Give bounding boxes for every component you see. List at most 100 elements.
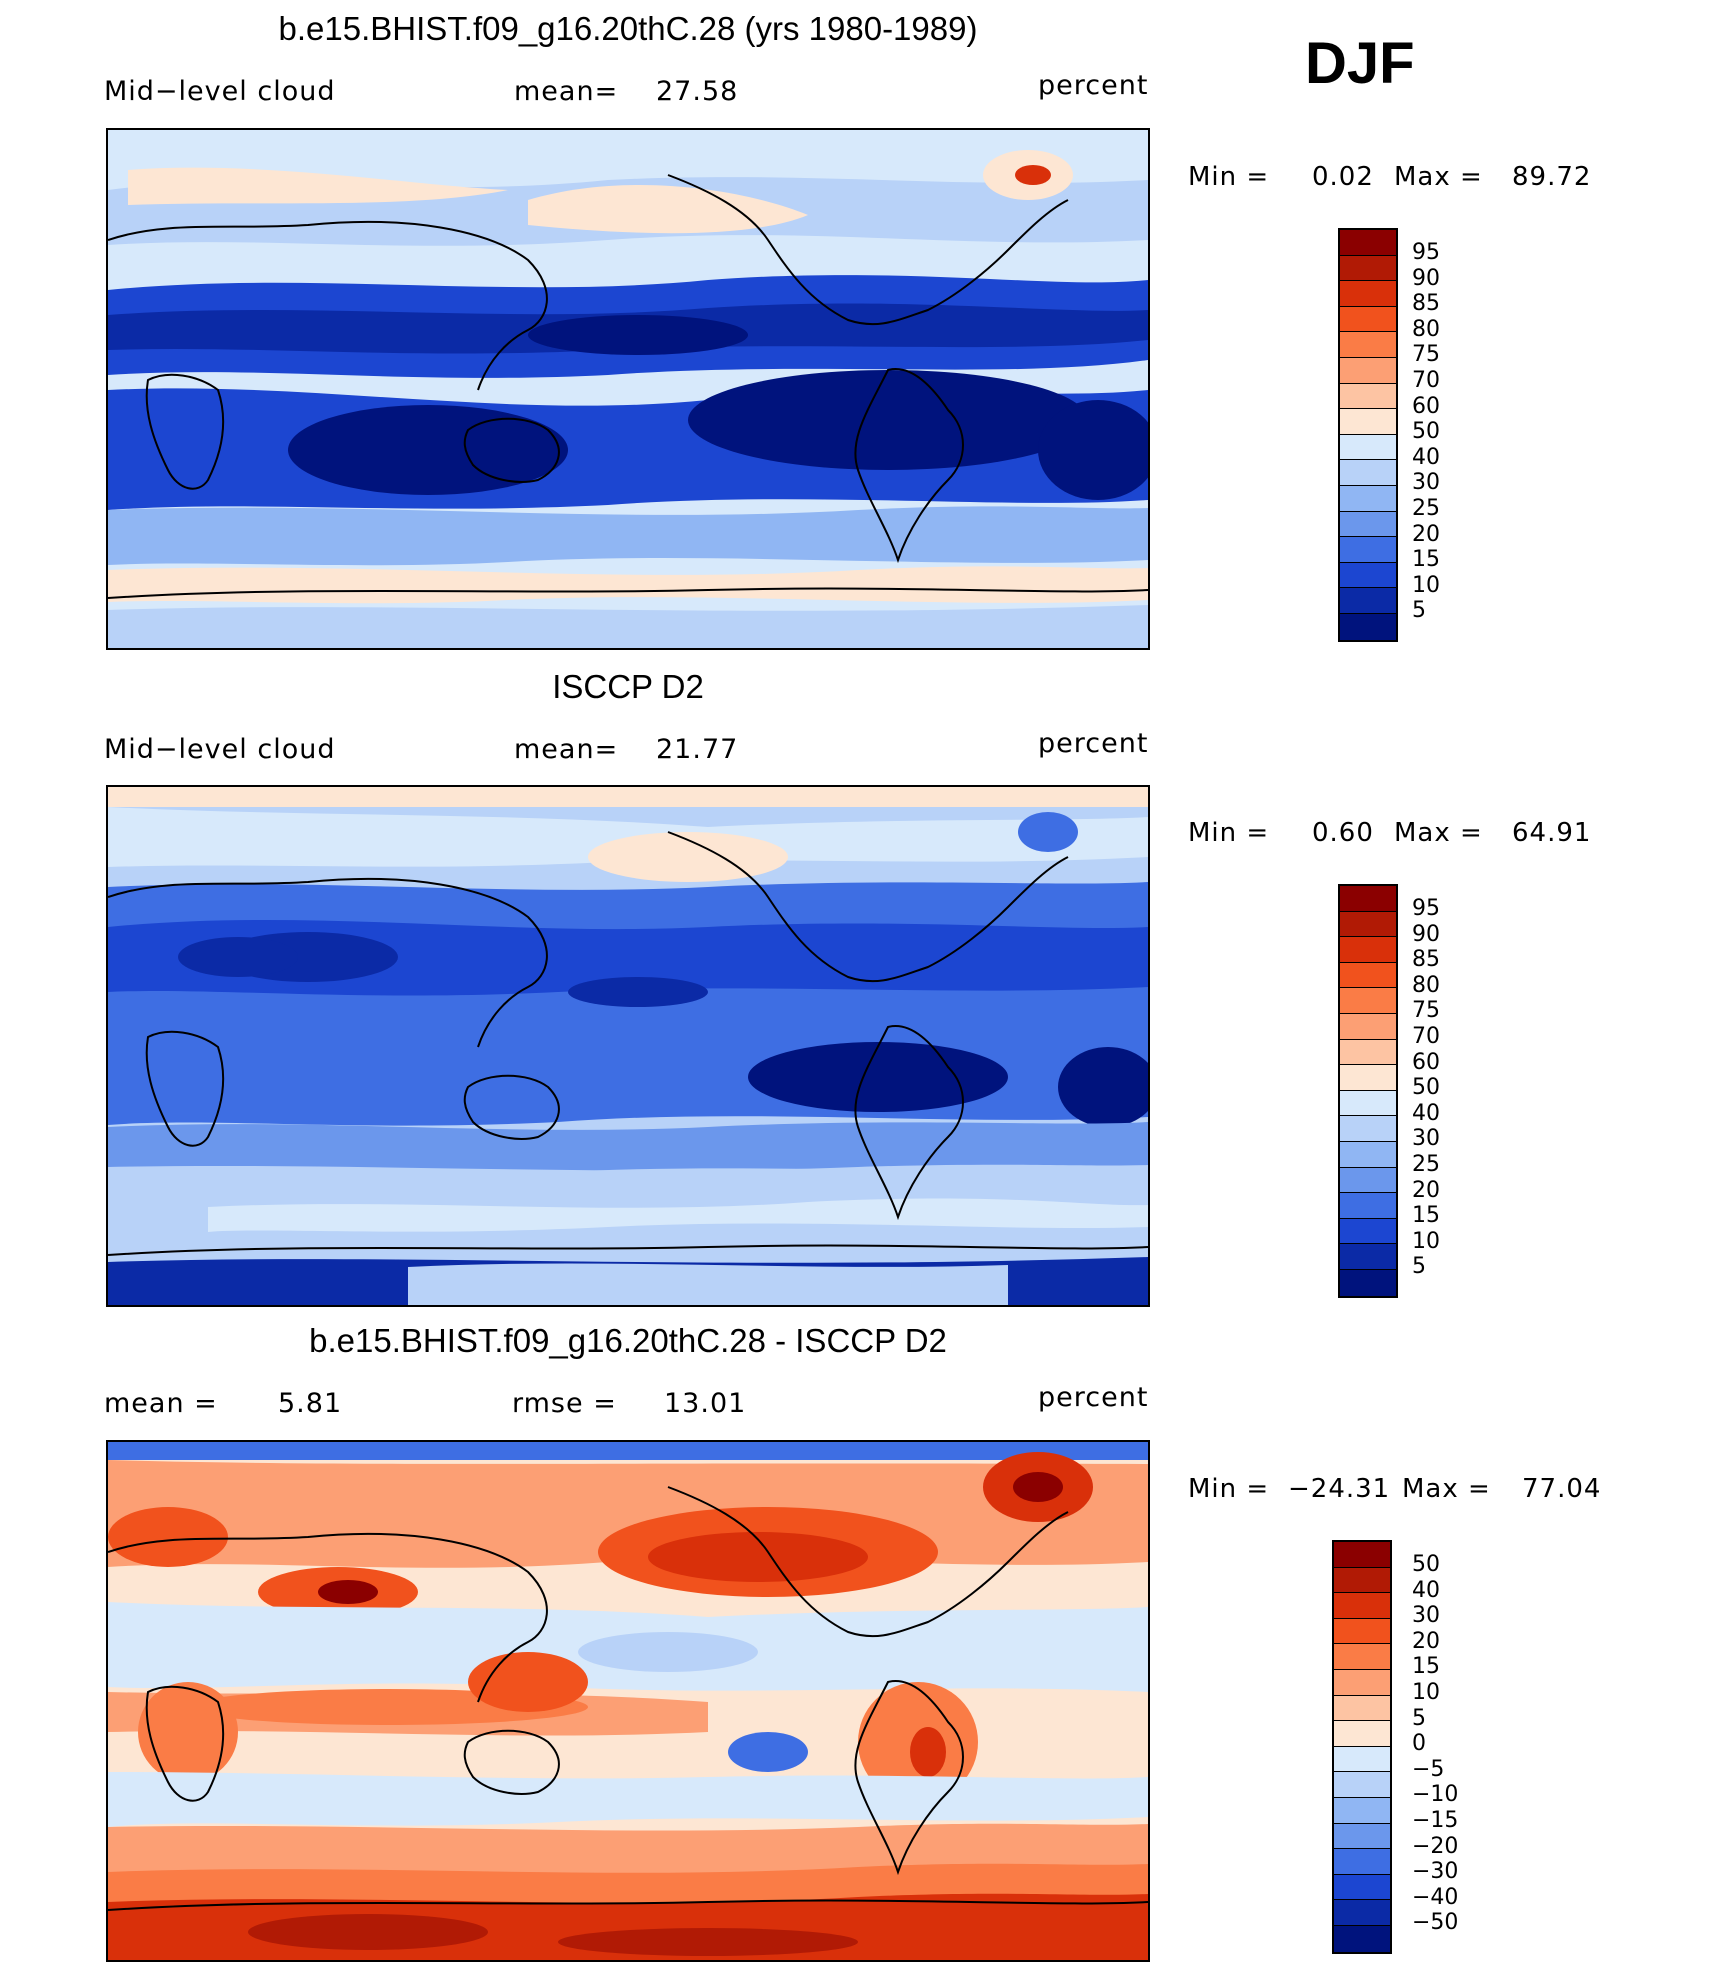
- colorbar-tick-label: 40: [1412, 1577, 1440, 1603]
- colorbar-tick-label: −5: [1412, 1756, 1445, 1782]
- colorbar-tick-label: 15: [1412, 1203, 1440, 1229]
- panel-3-max-label: Max =: [1402, 1474, 1491, 1504]
- colorbar-tick-label: 5: [1412, 1254, 1426, 1280]
- colorbar-swatch: [1340, 255, 1396, 282]
- colorbar-swatch: [1334, 1567, 1390, 1594]
- colorbar-swatch: [1340, 434, 1396, 461]
- colorbar-swatch: [1334, 1823, 1390, 1850]
- panel-2-colorbar-labels: 95 90 85 80 75 70 60 50 40 30 25 20 15 10 5: [1412, 896, 1440, 1280]
- panel-2-min-value: 0.60: [1312, 818, 1374, 848]
- colorbar-tick-label: 5: [1412, 1705, 1426, 1731]
- colorbar-swatch: [1340, 383, 1396, 410]
- colorbar-swatch: [1334, 1746, 1390, 1773]
- colorbar-swatch: [1334, 1644, 1390, 1670]
- panel-3-min-label: Min =: [1188, 1474, 1270, 1504]
- colorbar-tick-label: 50: [1412, 1075, 1440, 1101]
- colorbar-tick-label: 20: [1412, 521, 1440, 547]
- colorbar-swatch: [1334, 1669, 1390, 1696]
- panel-1-units: percent: [1038, 70, 1149, 101]
- colorbar-swatch: [1334, 1797, 1390, 1824]
- colorbar-swatch: [1340, 1065, 1396, 1091]
- colorbar-swatch: [1334, 1874, 1390, 1901]
- panel-1-max-value: 89.72: [1512, 162, 1592, 192]
- colorbar-tick-label: 25: [1412, 1151, 1440, 1177]
- panel-1-min-label: Min =: [1188, 162, 1270, 192]
- colorbar-swatch: [1340, 562, 1396, 589]
- colorbar-tick-label: −40: [1412, 1884, 1459, 1910]
- colorbar-swatch: [1340, 1090, 1396, 1117]
- panel-1-min-value: 0.02: [1312, 162, 1374, 192]
- panel-2-variable-label: Mid−level cloud: [104, 734, 336, 765]
- colorbar-swatch: [1340, 460, 1396, 486]
- colorbar-tick-label: 40: [1412, 444, 1440, 470]
- panel-2-max-value: 64.91: [1512, 818, 1592, 848]
- colorbar-tick-label: 90: [1412, 921, 1440, 947]
- panel-1-map: [106, 128, 1150, 650]
- season-label: DJF: [1305, 31, 1415, 96]
- panel-2-map: [106, 785, 1150, 1307]
- colorbar-tick-label: 0: [1412, 1731, 1426, 1757]
- colorbar-tick-label: 75: [1412, 342, 1440, 368]
- panel-3-units: percent: [1038, 1382, 1149, 1413]
- colorbar-tick-label: −15: [1412, 1807, 1459, 1833]
- colorbar-tick-label: 15: [1412, 1654, 1440, 1680]
- colorbar-tick-label: 75: [1412, 998, 1440, 1024]
- colorbar-swatch: [1340, 886, 1396, 912]
- colorbar-swatch: [1340, 911, 1396, 938]
- colorbar-tick-label: −50: [1412, 1910, 1459, 1936]
- colorbar-tick-label: 85: [1412, 291, 1440, 317]
- colorbar-tick-label: 95: [1412, 240, 1440, 265]
- panel-3-rmse-value: 13.01: [664, 1388, 747, 1419]
- colorbar-tick-label: 80: [1412, 316, 1440, 342]
- colorbar-swatch: [1340, 962, 1396, 989]
- colorbar-swatch: [1340, 1167, 1396, 1194]
- colorbar-tick-label: 70: [1412, 367, 1440, 393]
- panel-1-title: b.e15.BHIST.f09_g16.20thC.28 (yrs 1980-1…: [278, 10, 978, 47]
- colorbar-tick-label: 20: [1412, 1628, 1440, 1654]
- colorbar-swatch: [1340, 588, 1396, 614]
- colorbar-tick-label: 60: [1412, 393, 1440, 419]
- colorbar-tick-label: 50: [1412, 1552, 1440, 1577]
- colorbar-tick-label: 70: [1412, 1023, 1440, 1049]
- colorbar-tick-label: 60: [1412, 1049, 1440, 1075]
- panel-1-mean-value: 27.58: [656, 76, 739, 107]
- panel-2-title: ISCCP D2: [552, 668, 704, 705]
- panel-3-colorbar: [1332, 1540, 1392, 1954]
- panel-3-max-value: 77.04: [1522, 1474, 1602, 1504]
- colorbar-swatch: [1340, 511, 1396, 538]
- colorbar-swatch: [1340, 1193, 1396, 1219]
- colorbar-tick-label: −20: [1412, 1833, 1459, 1859]
- panel-2-units: percent: [1038, 728, 1149, 759]
- colorbar-tick-label: −10: [1412, 1782, 1459, 1808]
- colorbar-swatch: [1340, 1218, 1396, 1245]
- colorbar-swatch: [1340, 306, 1396, 333]
- colorbar-tick-label: 30: [1412, 1603, 1440, 1629]
- colorbar-tick-label: 80: [1412, 972, 1440, 998]
- colorbar-swatch: [1340, 332, 1396, 358]
- panel-3-rmse-label: rmse =: [512, 1388, 617, 1419]
- colorbar-tick-label: 40: [1412, 1100, 1440, 1126]
- colorbar-swatch: [1340, 1013, 1396, 1040]
- panel-2-mean-value: 21.77: [656, 734, 739, 765]
- colorbar-swatch: [1340, 1116, 1396, 1142]
- colorbar-swatch: [1340, 613, 1396, 640]
- colorbar-tick-label: 10: [1412, 1228, 1440, 1254]
- colorbar-swatch: [1340, 409, 1396, 435]
- panel-1-variable-label: Mid−level cloud: [104, 76, 336, 107]
- panel-2-min-label: Min =: [1188, 818, 1270, 848]
- colorbar-swatch: [1340, 988, 1396, 1014]
- colorbar-tick-label: 30: [1412, 470, 1440, 496]
- panel-1-colorbar-labels: 95 90 85 80 75 70 60 50 40 30 25 20 15 10 5: [1412, 240, 1440, 624]
- colorbar-tick-label: −30: [1412, 1859, 1459, 1885]
- panel-1-colorbar: [1338, 228, 1398, 642]
- panel-2-max-label: Max =: [1394, 818, 1483, 848]
- colorbar-swatch: [1340, 1269, 1396, 1296]
- colorbar-tick-label: 50: [1412, 419, 1440, 445]
- colorbar-swatch: [1334, 1849, 1390, 1875]
- colorbar-tick-label: 90: [1412, 265, 1440, 291]
- colorbar-swatch: [1334, 1593, 1390, 1619]
- panel-3-map: [106, 1440, 1150, 1962]
- colorbar-swatch: [1334, 1772, 1390, 1798]
- colorbar-swatch: [1334, 1900, 1390, 1926]
- panel-2-mean-label: mean=: [514, 734, 619, 765]
